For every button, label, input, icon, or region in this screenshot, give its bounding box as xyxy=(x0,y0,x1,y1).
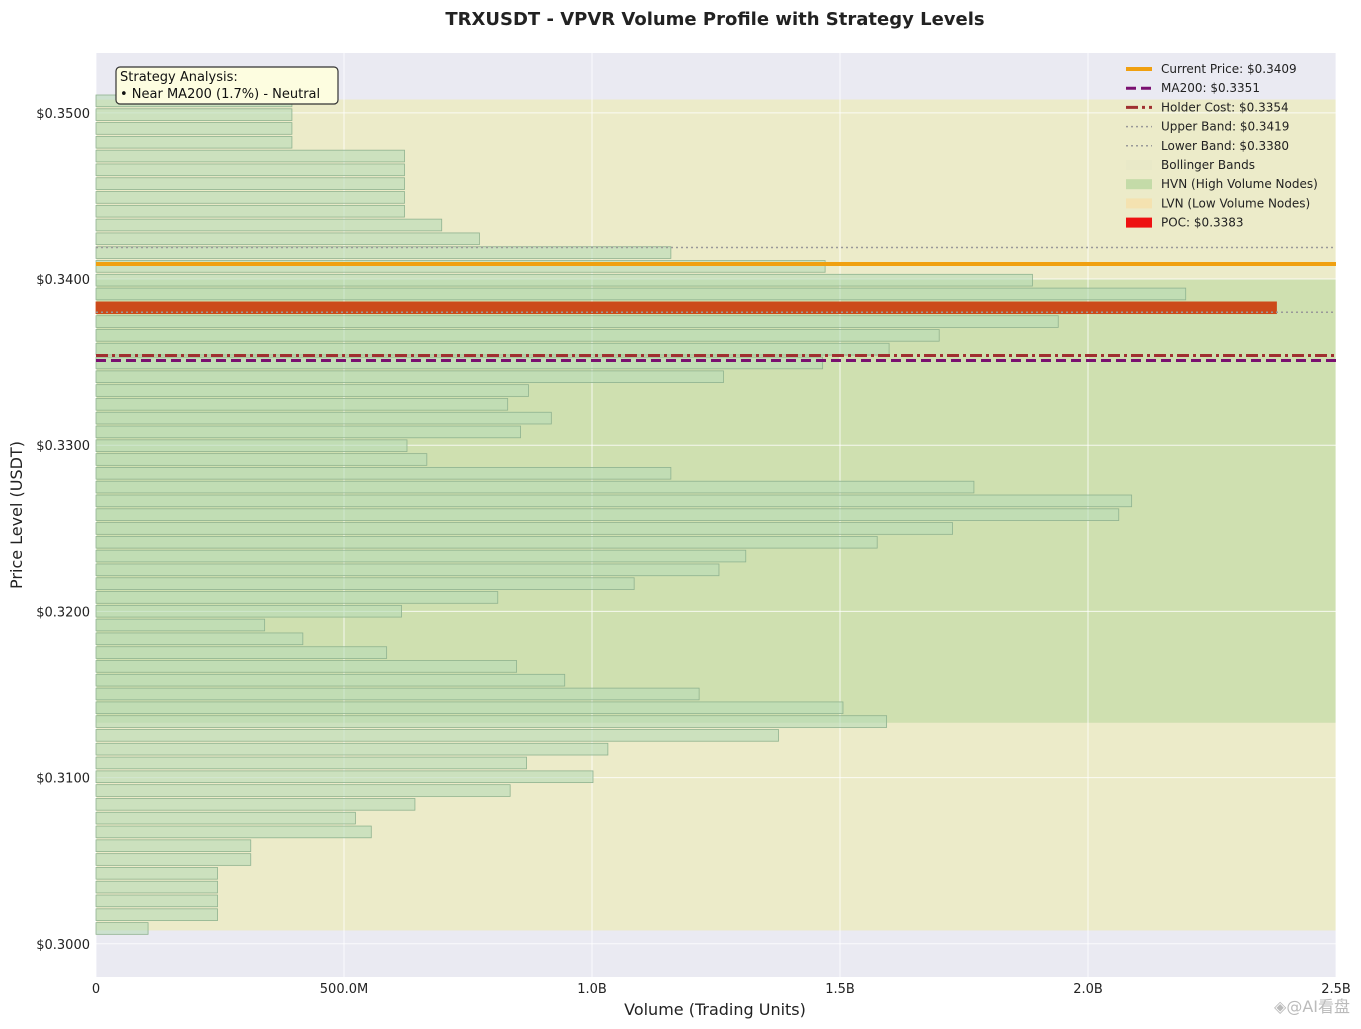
x-tick-label: 2.5B xyxy=(1321,982,1351,997)
volume-bar xyxy=(95,342,890,356)
volume-bar xyxy=(95,687,700,701)
volume-bar xyxy=(95,591,499,604)
volume-bar xyxy=(95,508,1120,521)
volume-bar xyxy=(95,742,609,756)
volume-bar xyxy=(95,770,594,784)
volume-bar xyxy=(95,398,509,411)
legend-label: Bollinger Bands xyxy=(1161,158,1255,172)
volume-bar xyxy=(95,922,149,935)
volume-bar xyxy=(95,467,672,480)
volume-bar xyxy=(95,425,521,439)
volume-bar xyxy=(95,632,304,646)
x-tick-label: 1.5B xyxy=(825,982,855,997)
legend-label: POC: $0.3383 xyxy=(1161,216,1244,230)
x-tick-label: 1.0B xyxy=(577,982,607,997)
volume-bar xyxy=(95,411,552,425)
legend-label: MA200: $0.3351 xyxy=(1161,81,1260,95)
volume-bar xyxy=(95,480,975,494)
volume-bar xyxy=(95,715,888,728)
volume-bar xyxy=(95,135,293,149)
volume-bar xyxy=(95,701,844,715)
volume-bar xyxy=(95,811,356,825)
volume-bar xyxy=(95,894,218,908)
poc-bar xyxy=(95,301,1277,315)
x-axis-ticks: 0 500.0M 1.0B 1.5B 2.0B 2.5B xyxy=(92,982,1351,997)
legend-swatch-box xyxy=(1126,160,1152,170)
watermark: ◈@AI看盘 xyxy=(1274,997,1350,1016)
volume-bar xyxy=(95,246,672,259)
volume-bar xyxy=(95,439,408,452)
volume-bar xyxy=(95,729,779,742)
volume-bar xyxy=(95,260,826,273)
y-tick-label: $0.3300 xyxy=(36,439,90,454)
volume-bar xyxy=(95,329,940,342)
volume-bar xyxy=(95,908,218,921)
volume-bar xyxy=(95,673,566,687)
volume-bar xyxy=(95,177,405,190)
legend-label: HVN (High Volume Nodes) xyxy=(1161,177,1318,191)
volume-bar xyxy=(95,522,953,535)
volume-bar xyxy=(95,356,824,370)
volume-bar xyxy=(95,453,428,466)
volume-bar xyxy=(95,825,372,839)
y-tick-label: $0.3200 xyxy=(36,605,90,620)
x-tick-label: 500.0M xyxy=(320,982,368,997)
x-tick-label: 2.0B xyxy=(1073,982,1103,997)
strategy-level-lines xyxy=(96,246,1336,362)
volume-bar xyxy=(95,577,635,590)
volume-bar xyxy=(95,384,529,397)
y-tick-label: $0.3400 xyxy=(36,273,90,288)
volume-bar xyxy=(95,232,480,246)
volume-bar xyxy=(95,287,1187,301)
legend-label: Upper Band: $0.3419 xyxy=(1161,120,1289,134)
y-tick-label: $0.3000 xyxy=(36,938,90,953)
volume-bar xyxy=(95,618,266,632)
annotation-line: • Near MA200 (1.7%) - Neutral xyxy=(120,87,320,102)
volume-bar xyxy=(95,867,218,880)
volume-bar xyxy=(95,535,878,549)
volume-bar xyxy=(95,549,747,563)
volume-bar xyxy=(95,494,1133,508)
legend-label: Lower Band: $0.3380 xyxy=(1161,139,1289,153)
volume-bar xyxy=(95,784,511,797)
volume-bar xyxy=(95,108,293,121)
x-tick-label: 0 xyxy=(92,982,100,997)
y-tick-label: $0.3500 xyxy=(36,107,90,122)
y-axis-label: Price Level (USDT) xyxy=(7,441,26,589)
volume-bar xyxy=(95,853,252,866)
strategy-annotation: Strategy Analysis: • Near MA200 (1.7%) -… xyxy=(115,66,339,105)
volume-bar xyxy=(95,660,518,673)
volume-bar xyxy=(95,880,218,894)
volume-bar xyxy=(95,370,724,383)
volume-bar xyxy=(95,191,405,204)
legend-label: LVN (Low Volume Nodes) xyxy=(1161,196,1310,210)
volume-bar xyxy=(95,273,1033,287)
legend-label: Current Price: $0.3409 xyxy=(1161,62,1297,76)
volume-bar xyxy=(95,563,720,577)
volume-bar xyxy=(95,315,1059,328)
legend-swatch-box xyxy=(1126,198,1152,209)
annotation-box xyxy=(115,66,339,105)
volume-bar xyxy=(95,756,527,770)
annotation-title: Strategy Analysis: xyxy=(120,70,238,85)
legend-label: Holder Cost: $0.3354 xyxy=(1161,100,1289,114)
y-axis-ticks: $0.3000 $0.3100 $0.3200 $0.3300 $0.3400 $0.35… xyxy=(36,107,90,953)
legend: Current Price: $0.3409 MA200: $0.3351 Hold… xyxy=(1126,62,1318,230)
volume-bar xyxy=(95,604,402,618)
volume-bars xyxy=(95,94,1277,935)
x-axis-label: Volume (Trading Units) xyxy=(624,1000,806,1019)
volume-bar xyxy=(95,646,388,659)
volume-bar xyxy=(95,163,405,177)
volume-bar xyxy=(95,149,405,163)
volume-bar xyxy=(95,204,405,218)
y-tick-label: $0.3100 xyxy=(36,772,90,787)
legend-swatch-box xyxy=(1126,179,1152,190)
volume-bar xyxy=(95,839,252,852)
volume-bar xyxy=(95,798,416,811)
volume-bar xyxy=(95,218,443,232)
chart-title: TRXUSDT - VPVR Volume Profile with Strat… xyxy=(445,9,984,30)
volume-bar xyxy=(95,122,293,135)
legend-swatch-box xyxy=(1126,217,1152,228)
